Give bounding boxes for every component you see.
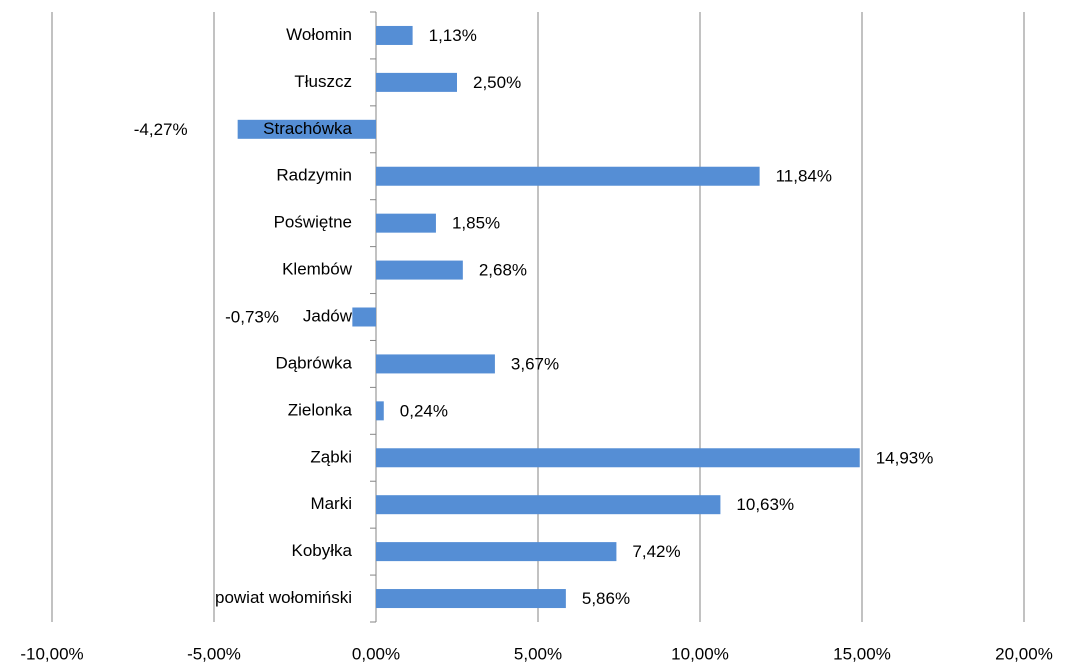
bar (376, 401, 384, 421)
x-tick-label: -10,00% (20, 644, 83, 663)
bar (376, 448, 860, 468)
bar (376, 495, 721, 515)
y-tick-label: Strachówka (263, 119, 352, 138)
bar (376, 542, 617, 562)
y-tick-label: Klembów (282, 260, 353, 279)
value-label: 3,67% (511, 354, 559, 373)
y-tick-label: Wołomin (286, 25, 352, 44)
value-label: 5,86% (582, 589, 630, 608)
x-tick-label: -5,00% (187, 644, 241, 663)
value-label: 2,50% (473, 73, 521, 92)
y-tick-label: Kobyłka (292, 541, 353, 560)
bar (376, 166, 760, 186)
y-tick-label: powiat wołomiński (215, 588, 352, 607)
value-label: 14,93% (876, 448, 934, 467)
y-tick-label: Poświętne (274, 213, 352, 232)
value-label: -0,73% (225, 307, 279, 326)
value-label: 11,84% (776, 167, 832, 186)
value-label: 2,68% (479, 261, 527, 280)
bar (376, 354, 495, 374)
bar (352, 307, 376, 327)
x-tick-label: 5,00% (514, 644, 562, 663)
bar (376, 589, 566, 609)
value-label: 1,85% (452, 214, 500, 233)
bar (376, 260, 463, 280)
y-tick-label: Radzymin (276, 166, 352, 185)
y-tick-label: Dąbrówka (275, 353, 352, 372)
y-tick-label: Tłuszcz (294, 72, 352, 91)
value-label: 0,24% (400, 401, 448, 420)
bar (376, 213, 436, 233)
bar (376, 25, 413, 45)
x-tick-label: 20,00% (995, 644, 1053, 663)
bar (376, 72, 457, 92)
value-label: -4,27% (134, 120, 188, 139)
value-label: 10,63% (736, 495, 794, 514)
value-label: 1,13% (429, 26, 477, 45)
y-tick-label: Ząbki (310, 447, 352, 466)
x-tick-label: 15,00% (833, 644, 891, 663)
y-tick-label: Marki (310, 494, 352, 513)
x-tick-label: 10,00% (671, 644, 729, 663)
y-tick-label: Jadów (303, 306, 353, 325)
value-label: 7,42% (632, 542, 680, 561)
bar (237, 119, 376, 139)
y-tick-label: Zielonka (288, 400, 353, 419)
x-tick-label: 0,00% (352, 644, 400, 663)
